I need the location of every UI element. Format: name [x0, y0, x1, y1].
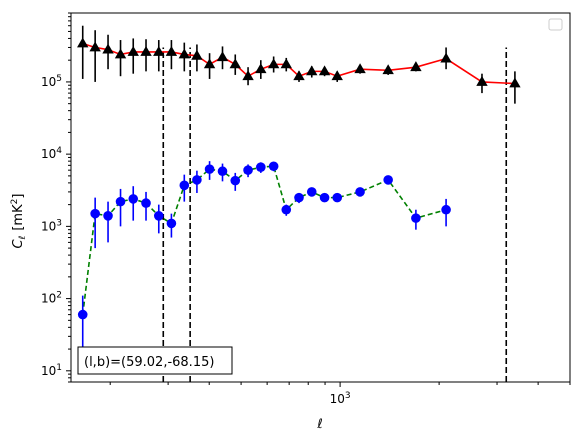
series-0-marker-4 [127, 45, 139, 56]
series-1-marker-16 [281, 204, 292, 215]
series-0-marker-3 [114, 48, 127, 59]
series-0-marker-2 [102, 43, 114, 54]
series-0-marker-25 [476, 75, 488, 86]
series-1-marker-8 [179, 180, 190, 191]
series-1-marker-2 [103, 211, 113, 221]
series-0-marker-18 [306, 65, 318, 76]
annotation-text: (l,b)=(59.02,-68.15) [84, 355, 214, 370]
series-layer [77, 25, 521, 350]
series-1-marker-23 [411, 213, 421, 223]
x-axis-ticks: 103 [109, 382, 571, 406]
series-1-marker-20 [332, 192, 343, 203]
series-1-marker-5 [141, 198, 151, 208]
series-1-marker-10 [204, 164, 215, 174]
annotation: (l,b)=(59.02,-68.15) [77, 346, 233, 375]
series-0-marker-23 [410, 61, 422, 72]
series-1-marker-13 [243, 165, 253, 175]
series-0 [77, 25, 521, 104]
series-0-marker-0 [77, 37, 89, 48]
y-axis-label-sub: ℓ [18, 236, 28, 241]
y-tick-label-2: 103 [41, 218, 62, 233]
y-axis-ticks: 101 102 103 104 105 [41, 12, 71, 383]
series-0-marker-17 [293, 70, 305, 81]
annotation-box [77, 346, 233, 375]
series-1-marker-0 [77, 309, 88, 320]
series-1-marker-12 [230, 175, 241, 186]
series-0-marker-1 [89, 41, 101, 52]
y-tick-label-3: 104 [41, 146, 62, 161]
series-1-marker-18 [306, 187, 317, 197]
x-tick-label-0: 103 [330, 391, 351, 406]
series-1-marker-3 [115, 196, 126, 207]
series-0-marker-16 [280, 58, 292, 69]
series-1-marker-7 [166, 218, 177, 229]
series-0-marker-12 [229, 58, 241, 69]
series-1-marker-11 [217, 166, 228, 177]
series-0-marker-10 [203, 58, 216, 69]
series-0-marker-15 [267, 58, 280, 69]
series-1-marker-15 [268, 161, 279, 172]
series-0-marker-7 [165, 45, 178, 56]
series-1-marker-6 [153, 211, 164, 221]
y-axis-label-unit: [mK [11, 204, 26, 231]
series-0-marker-9 [191, 49, 203, 60]
series-0-marker-11 [216, 51, 229, 62]
series-0-marker-21 [354, 63, 366, 74]
series-1-marker-14 [256, 162, 266, 172]
series-1-marker-19 [319, 192, 330, 203]
series-0-marker-6 [153, 45, 165, 56]
series-0-marker-5 [140, 45, 152, 56]
x-axis-label: ℓ [316, 417, 322, 432]
series-1-marker-24 [441, 204, 451, 215]
series-0-marker-24 [440, 52, 452, 63]
plot-frame [70, 12, 571, 383]
y-tick-label-4: 105 [41, 74, 62, 89]
y-axis-label-unit-end: ] [11, 194, 26, 199]
series-0-marker-13 [242, 70, 254, 81]
series-1-marker-4 [128, 194, 139, 204]
series-0-marker-14 [255, 63, 267, 74]
y-axis-label: Cℓ [mK2] [10, 194, 28, 249]
series-1-marker-22 [383, 175, 393, 185]
y-axis-label-main: C [11, 238, 26, 248]
legend-box [548, 18, 563, 31]
series-0-marker-19 [318, 65, 331, 76]
y-tick-label-1: 102 [41, 291, 62, 306]
series-1 [77, 161, 451, 350]
series-0-marker-26 [509, 77, 521, 88]
series-1-marker-9 [192, 175, 202, 185]
series-1-marker-17 [294, 192, 304, 203]
y-axis-label-unit-sup: 2 [10, 199, 20, 205]
y-tick-label-0: 101 [41, 363, 62, 378]
series-1-marker-1 [90, 208, 100, 219]
series-0-marker-20 [331, 70, 343, 81]
series-0-marker-8 [178, 48, 191, 59]
series-1-marker-21 [355, 187, 365, 197]
series-0-marker-22 [382, 64, 394, 75]
